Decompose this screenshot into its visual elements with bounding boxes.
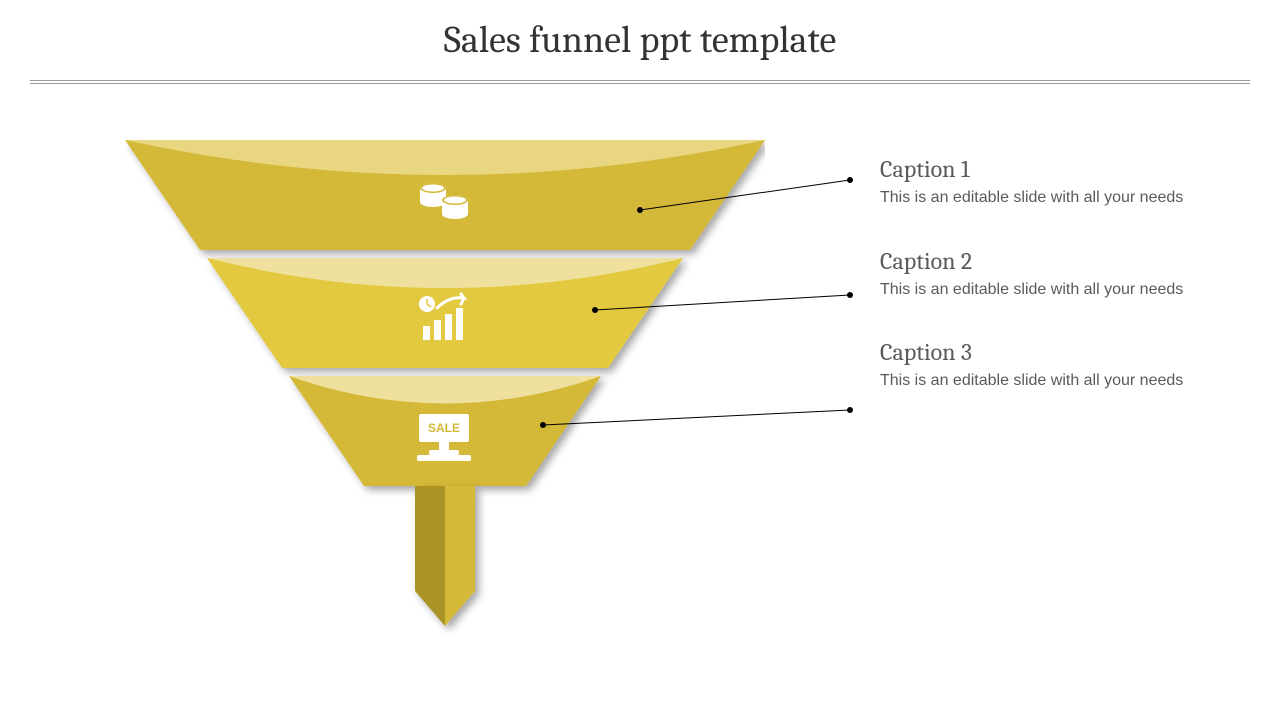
caption-2-desc: This is an editable slide with all your … xyxy=(880,279,1183,301)
caption-1-desc: This is an editable slide with all your … xyxy=(880,187,1183,209)
svg-text:SALE: SALE xyxy=(428,421,460,435)
funnel-diagram: SALE xyxy=(125,140,765,700)
funnel-stage-2 xyxy=(207,258,683,368)
caption-3-title: Caption 3 xyxy=(880,338,1183,366)
title-divider xyxy=(30,80,1250,84)
page-title: Sales funnel ppt template xyxy=(0,0,1280,62)
caption-1: Caption 1 This is an editable slide with… xyxy=(880,155,1183,209)
caption-1-title: Caption 1 xyxy=(880,155,1183,183)
funnel-spout xyxy=(415,486,475,626)
funnel-stage-1 xyxy=(125,140,765,250)
caption-2: Caption 2 This is an editable slide with… xyxy=(880,247,1183,301)
caption-3: Caption 3 This is an editable slide with… xyxy=(880,338,1183,392)
caption-2-title: Caption 2 xyxy=(880,247,1183,275)
caption-3-desc: This is an editable slide with all your … xyxy=(880,370,1183,392)
caption-list: Caption 1 This is an editable slide with… xyxy=(880,155,1183,430)
funnel-stage-3: SALE xyxy=(289,376,601,486)
